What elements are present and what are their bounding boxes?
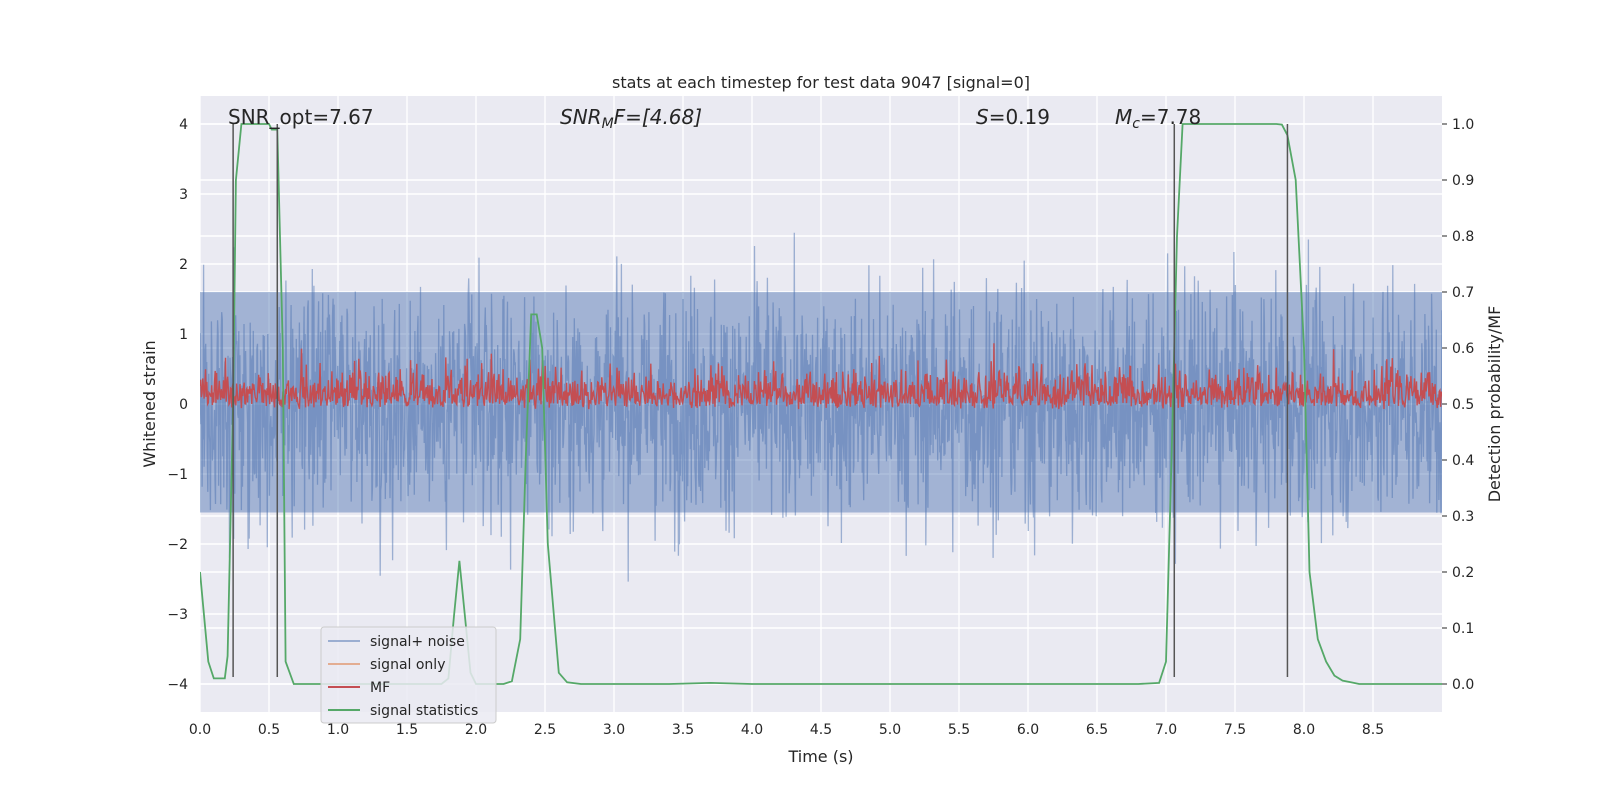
tick-labels: 0.0 0.5 1.0 1.5 2.0 2.5 3.0 3.5 4.0 4.5 5.0 5.5 6.0 6… bbox=[167, 117, 1474, 738]
snr-mf-base: SNR bbox=[560, 105, 602, 129]
y-tick-label-left: 1 bbox=[179, 327, 188, 343]
x-tick-label: 3.5 bbox=[672, 722, 694, 738]
x-tick-label: 6.0 bbox=[1017, 722, 1039, 738]
annotation-snr-mf: SNRMF=[4.68] bbox=[560, 105, 702, 132]
legend-label-mf: MF bbox=[370, 680, 390, 696]
plot-title: stats at each timestep for test data 904… bbox=[612, 73, 1030, 92]
x-axis-title: Time (s) bbox=[787, 747, 853, 766]
snr-mf-sub: M bbox=[602, 116, 614, 132]
x-tick-label: 7.0 bbox=[1155, 722, 1177, 738]
y-tick-label-right: 0.3 bbox=[1452, 509, 1474, 525]
x-tick-label: 4.0 bbox=[741, 722, 763, 738]
x-tick-label: 8.5 bbox=[1362, 722, 1384, 738]
legend-label-signal-only: signal only bbox=[370, 657, 445, 673]
x-tick-label: 7.5 bbox=[1224, 722, 1246, 738]
legend-label-signal-noise: signal+ noise bbox=[370, 634, 465, 650]
x-tick-label: 1.0 bbox=[327, 722, 349, 738]
x-tick-label: 3.0 bbox=[603, 722, 625, 738]
s-symbol: S bbox=[976, 105, 989, 129]
x-tick-label: 4.5 bbox=[810, 722, 832, 738]
annotation-snr-opt: SNR_opt=7.67 bbox=[228, 105, 374, 129]
mc-value: =7.78 bbox=[1140, 105, 1201, 129]
y-tick-label-right: 0.9 bbox=[1452, 173, 1474, 189]
y-tick-label-left: −1 bbox=[167, 467, 188, 483]
y-tick-label-right: 0.5 bbox=[1452, 397, 1474, 413]
annotation-mc: Mc=7.78 bbox=[1115, 105, 1201, 132]
x-tick-label: 8.0 bbox=[1293, 722, 1315, 738]
legend: signal+ noise signal only MF signal stat… bbox=[320, 626, 497, 724]
y-tick-label-left: 3 bbox=[179, 187, 188, 203]
y-tick-label-right: 0.7 bbox=[1452, 285, 1474, 301]
x-tick-label: 2.0 bbox=[465, 722, 487, 738]
signal-statistics-line bbox=[200, 123, 1442, 685]
y-tick-label-left: 4 bbox=[179, 117, 188, 133]
y-tick-label-left: −4 bbox=[167, 677, 188, 693]
mf-series bbox=[200, 343, 1442, 410]
x-tick-label: 6.5 bbox=[1086, 722, 1108, 738]
signal-statistics-series bbox=[200, 123, 1442, 685]
y-tick-label-right: 0.1 bbox=[1452, 621, 1474, 637]
y-tick-label-left: −2 bbox=[167, 537, 188, 553]
snr-mf-rest: F=[4.68] bbox=[614, 105, 702, 129]
x-tick-label: 0.0 bbox=[189, 722, 211, 738]
s-value: =0.19 bbox=[989, 105, 1050, 129]
mc-symbol: M bbox=[1115, 105, 1132, 129]
y-tick-label-right: 0.8 bbox=[1452, 229, 1474, 245]
y-tick-label-right: 0.4 bbox=[1452, 453, 1474, 469]
mf-line bbox=[200, 343, 1442, 410]
mc-sub: c bbox=[1132, 116, 1140, 132]
y-axis-title-right: Detection probability/MF bbox=[1485, 306, 1504, 503]
x-tick-label: 0.5 bbox=[258, 722, 280, 738]
y-axis-title-left: Whitened strain bbox=[140, 340, 159, 467]
y-tick-label-left: 2 bbox=[179, 257, 188, 273]
x-tick-label: 2.5 bbox=[534, 722, 556, 738]
y-tick-label-left: −3 bbox=[167, 607, 188, 623]
x-tick-label: 5.0 bbox=[879, 722, 901, 738]
vertical-markers bbox=[232, 124, 1289, 677]
y-tick-label-right: 0.6 bbox=[1452, 341, 1474, 357]
y-tick-label-right: 1.0 bbox=[1452, 117, 1474, 133]
y-tick-label-right: 0.2 bbox=[1452, 565, 1474, 581]
x-tick-label: 5.5 bbox=[948, 722, 970, 738]
y-tick-label-right: 0.0 bbox=[1452, 677, 1474, 693]
legend-box bbox=[320, 626, 497, 724]
legend-label-signal-statistics: signal statistics bbox=[370, 703, 478, 719]
y-tick-label-left: 0 bbox=[179, 397, 188, 413]
x-tick-label: 1.5 bbox=[396, 722, 418, 738]
annotation-s: S=0.19 bbox=[976, 105, 1050, 129]
